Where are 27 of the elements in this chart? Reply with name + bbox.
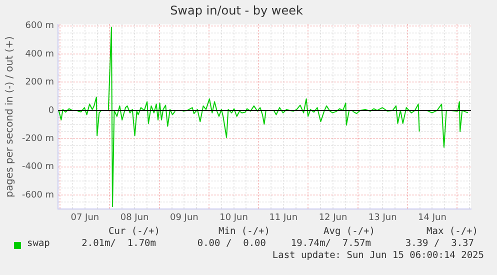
y-axis-title: pages per second in (-) / out (+) <box>4 36 16 198</box>
x-tick-label: 09 Jun <box>170 212 198 223</box>
x-tick-label: 11 Jun <box>269 212 298 223</box>
y-tick-label: 400 m <box>25 49 54 60</box>
text: 0.00 / 0.00 <box>197 238 266 249</box>
text: Max (-/+) <box>426 226 478 237</box>
x-tick-label: 10 Jun <box>220 212 248 223</box>
legend-label: swap <box>27 238 50 249</box>
text: Min (-/+) <box>218 226 270 237</box>
y-tick-label: -200 m <box>22 134 54 144</box>
y-tick-label: -400 m <box>22 162 54 172</box>
y-tick-label: -600 m <box>22 190 54 200</box>
y-tick-label: 0 <box>48 106 54 116</box>
text: 19.74m/ 7.57m <box>290 238 371 249</box>
x-tick-label: 08 Jun <box>120 212 149 223</box>
y-tick-label: 200 m <box>25 78 54 88</box>
text: 2.01m/ 1.70m <box>82 238 156 249</box>
text: Last update: Sun Jun 15 06:00:14 2025 <box>272 250 484 261</box>
x-tick-label: 14 Jun <box>418 212 446 223</box>
y-tick-label: 600 m <box>25 21 54 32</box>
x-tick-label: 13 Jun <box>368 212 397 223</box>
x-tick-label: 07 Jun <box>70 212 100 223</box>
chart-title: Swap in/out - by week <box>170 3 303 18</box>
text: 3.39 / 3.37 <box>405 238 474 249</box>
text: Avg (-/+) <box>324 226 375 237</box>
x-tick-label: 12 Jun <box>318 212 348 223</box>
text: Cur (-/+) <box>108 226 160 237</box>
